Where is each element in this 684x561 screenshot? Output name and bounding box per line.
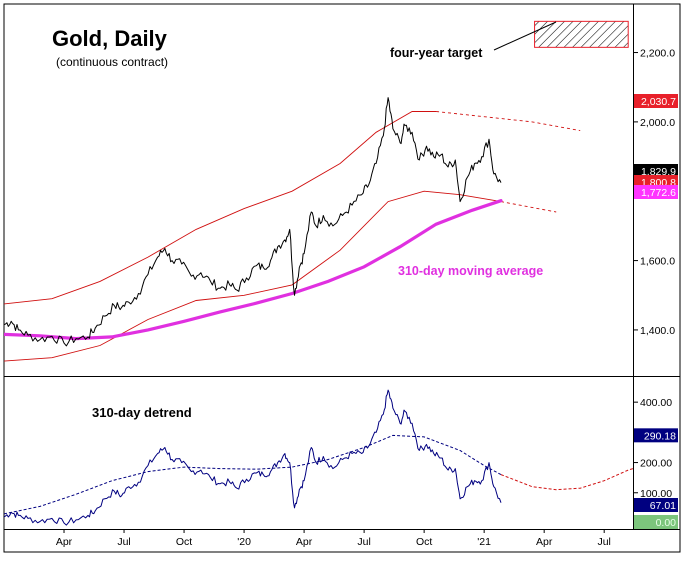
time-tick-label: Oct bbox=[176, 536, 192, 548]
detrend-tick-label: 100.00 bbox=[640, 488, 672, 500]
time-tick-label: Jul bbox=[597, 536, 610, 548]
detrend-tick-label: 200.00 bbox=[640, 458, 672, 470]
value-tag-box bbox=[634, 428, 678, 443]
target-annotation: four-year target bbox=[390, 46, 483, 60]
chart-subtitle: (continuous contract) bbox=[56, 55, 168, 69]
target-zone-hatch bbox=[534, 21, 629, 48]
value-tag-label: 2,030.7 bbox=[641, 96, 676, 108]
value-tag-label: 0.00 bbox=[656, 517, 677, 529]
value-tag-label: 290.18 bbox=[644, 430, 676, 442]
value-tag-label: 1,772.6 bbox=[641, 187, 676, 199]
target-zone-box bbox=[534, 20, 629, 48]
value-tag-box bbox=[634, 498, 678, 512]
time-tick-label: '21 bbox=[477, 536, 491, 548]
detrend-tick-label: 400.00 bbox=[640, 397, 672, 409]
value-tag-label: 67.01 bbox=[650, 500, 676, 512]
upper-band-projection bbox=[436, 111, 581, 132]
upper-band-line bbox=[4, 111, 437, 305]
lower-band-line bbox=[4, 190, 502, 362]
cycle-line bbox=[4, 434, 502, 515]
time-tick-label: '20 bbox=[237, 536, 251, 548]
time-tick-label: Apr bbox=[56, 536, 73, 548]
value-tag-box bbox=[634, 185, 678, 199]
price-tick-label: 2,000.0 bbox=[640, 117, 675, 129]
target-pointer bbox=[493, 21, 557, 51]
chart-border bbox=[3, 3, 681, 553]
time-tick-label: Apr bbox=[296, 536, 313, 548]
chart-title: Gold, Daily bbox=[52, 26, 168, 51]
ma-annotation: 310-day moving average bbox=[398, 264, 543, 278]
value-tag-box bbox=[634, 515, 678, 529]
detrend-line bbox=[4, 389, 502, 526]
value-tag-box bbox=[634, 94, 678, 108]
price-tick-label: 1,400.0 bbox=[640, 325, 675, 337]
time-tick-label: Jul bbox=[357, 536, 370, 548]
cycle-projection bbox=[500, 468, 633, 491]
price-line bbox=[4, 97, 502, 347]
price-tick-label: 1,600.0 bbox=[640, 256, 675, 268]
detrend-title: 310-day detrend bbox=[92, 405, 192, 420]
ma310-line bbox=[4, 199, 503, 341]
time-tick-label: Apr bbox=[536, 536, 553, 548]
price-tick-label: 2,200.0 bbox=[640, 48, 675, 60]
time-tick-label: Jul bbox=[117, 536, 130, 548]
value-tag-box bbox=[634, 164, 678, 178]
time-tick-label: Oct bbox=[416, 536, 432, 548]
